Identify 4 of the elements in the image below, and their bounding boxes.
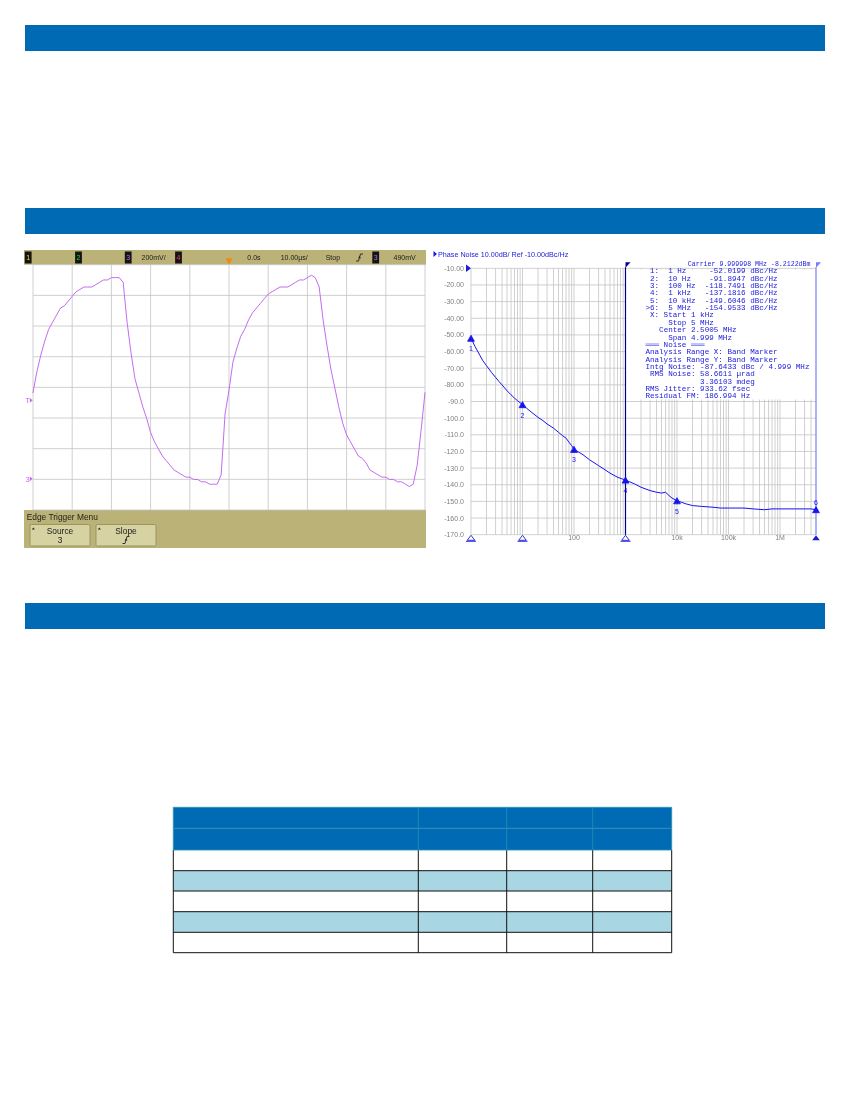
text: Source: [46, 525, 74, 536]
text: Slope: [115, 525, 138, 536]
text: Edge Trigger Menu: [26, 511, 99, 522]
text: 3: [57, 535, 63, 546]
